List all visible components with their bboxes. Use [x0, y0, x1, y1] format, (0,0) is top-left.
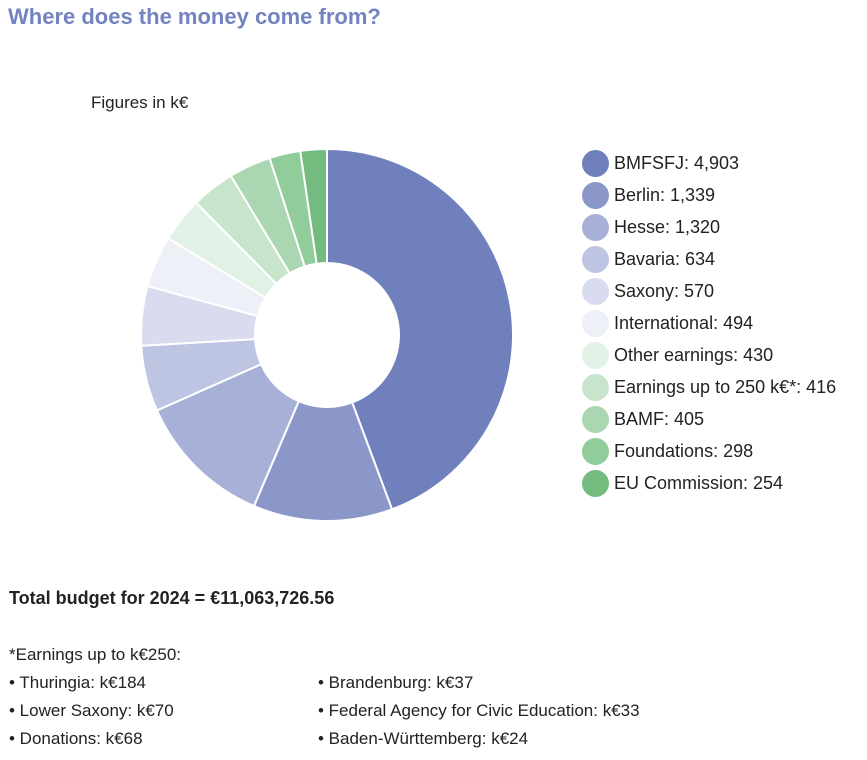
legend-label: Other earnings: 430: [614, 344, 774, 365]
footnote-item: • Brandenburg: k€37: [318, 673, 474, 692]
footnote-heading: *Earnings up to k€250:: [9, 645, 182, 664]
legend-label: EU Commission: 254: [614, 472, 784, 493]
legend-label: Foundations: 298: [614, 440, 754, 461]
legend-item: Hesse: 1,320: [582, 211, 836, 243]
legend-label: International: 494: [614, 312, 754, 333]
legend-item: Earnings up to 250 k€*: 416: [582, 371, 836, 403]
legend-item: EU Commission: 254: [582, 467, 836, 499]
footnote-item: • Thuringia: k€184: [9, 673, 147, 692]
slice-eu-commission[interactable]: [299, 147, 328, 265]
legend-item: Other earnings: 430: [582, 339, 836, 371]
footnote-item: • Donations: k€68: [9, 729, 143, 748]
slice-berlin[interactable]: [252, 399, 394, 522]
footnote-item: • Lower Saxony: k€70: [9, 701, 174, 720]
donut-chart: [140, 147, 514, 522]
legend-label: Hesse: 1,320: [614, 216, 721, 237]
legend-swatch: [582, 245, 609, 273]
slice-hesse[interactable]: [155, 362, 301, 508]
legend-swatch: [582, 213, 609, 241]
legend-item: BMFSFJ: 4,903: [582, 147, 836, 179]
legend-swatch: [582, 437, 609, 465]
page-title: Where does the money come from?: [8, 4, 381, 29]
legend-item: Berlin: 1,339: [582, 179, 836, 211]
total-budget: Total budget for 2024 = €11,063,726.56: [9, 588, 335, 608]
legend-swatch: [582, 149, 609, 177]
legend-item: Saxony: 570: [582, 275, 836, 307]
legend-label: Earnings up to 250 k€*: 416: [614, 376, 837, 397]
legend-label: Saxony: 570: [614, 280, 715, 301]
legend-swatch: [582, 341, 609, 369]
legend-swatch: [582, 277, 609, 305]
legend-item: Bavaria: 634: [582, 243, 836, 275]
legend-swatch: [582, 309, 609, 337]
legend-label: Berlin: 1,339: [614, 184, 716, 205]
legend-label: BMFSFJ: 4,903: [614, 152, 740, 173]
legend-item: International: 494: [582, 307, 836, 339]
legend-item: Foundations: 298: [582, 435, 836, 467]
legend-label: BAMF: 405: [614, 408, 705, 429]
legend-label: Bavaria: 634: [614, 248, 716, 269]
legend-swatch: [582, 405, 609, 433]
chart-subtitle: Figures in k€: [91, 93, 189, 112]
legend-item: BAMF: 405: [582, 403, 836, 435]
footnote-item: • Federal Agency for Civic Education: k€…: [318, 701, 640, 720]
footnote-item: • Baden-Württemberg: k€24: [318, 729, 529, 748]
legend: BMFSFJ: 4,903 Berlin: 1,339 Hesse: 1,320 Ba…: [582, 147, 836, 499]
legend-swatch: [582, 181, 609, 209]
slice-bmfsfj[interactable]: [326, 147, 514, 511]
legend-swatch: [582, 373, 609, 401]
legend-swatch: [582, 469, 609, 497]
